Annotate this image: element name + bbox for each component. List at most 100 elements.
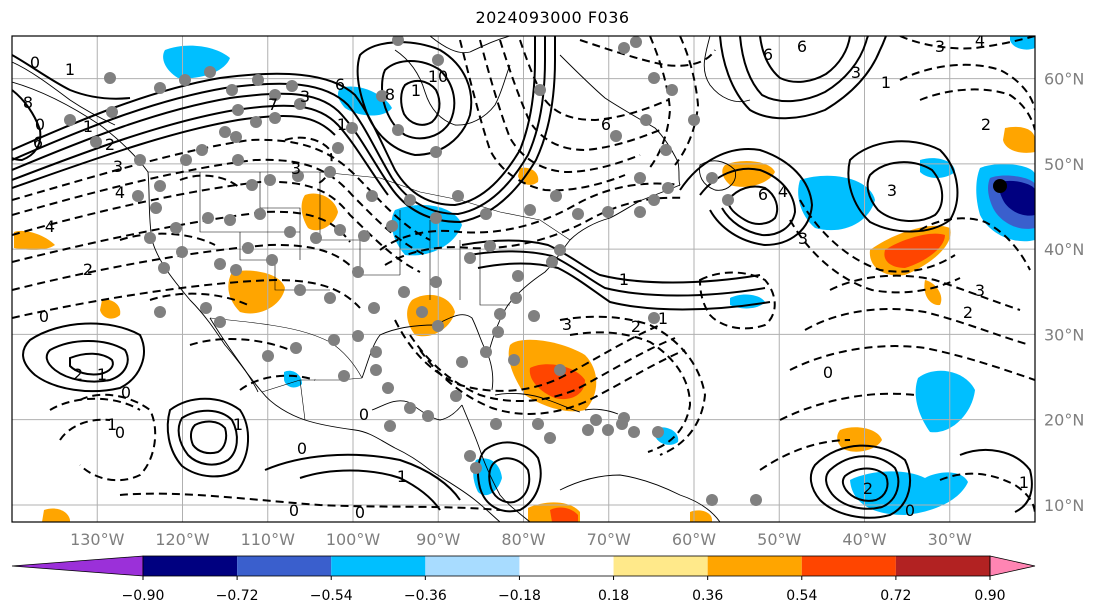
station-dot (464, 450, 476, 462)
station-dot (572, 208, 584, 220)
station-dot (688, 114, 700, 126)
colorbar-segment (519, 556, 614, 576)
contour-label: 4 (778, 182, 788, 201)
station-dot (250, 116, 262, 128)
station-dot (154, 180, 166, 192)
station-dot (430, 146, 442, 158)
station-dot (648, 312, 660, 324)
contour-label: 4 (45, 217, 55, 236)
contour-label: 4 (115, 183, 125, 202)
longitude-label: 40°W (842, 530, 886, 549)
longitude-label: 100°W (326, 530, 381, 549)
station-dot (232, 154, 244, 166)
station-dot (430, 212, 442, 224)
station-dot (332, 142, 344, 154)
station-dot (90, 136, 102, 148)
colorbar-segment (613, 556, 708, 576)
plot-frame (11, 35, 1036, 523)
station-dot (376, 90, 388, 102)
contour-label: 2 (981, 115, 991, 134)
station-dot (630, 36, 642, 48)
station-dot (582, 424, 594, 436)
negative-anomaly-region (163, 45, 230, 79)
contour-label: 1 (619, 270, 629, 289)
station-dot (532, 418, 544, 430)
station-dot (528, 310, 540, 322)
contour-label: 3 (113, 157, 123, 176)
contour-label: 0 (297, 439, 307, 458)
station-dot (652, 426, 664, 438)
station-dot (352, 330, 364, 342)
station-dot (640, 114, 652, 126)
contour-label: 0 (823, 363, 833, 382)
station-dot (470, 462, 482, 474)
station-dot (264, 174, 276, 186)
station-dot (404, 194, 416, 206)
longitude-label: 90°W (416, 530, 460, 549)
station-dot (492, 326, 504, 338)
latitude-label: 50°N (1044, 155, 1084, 174)
arctic-islands-coast (429, 36, 511, 54)
colorbar-tick-label: 0.54 (786, 588, 817, 604)
station-dot (618, 42, 630, 54)
station-dot (196, 144, 208, 156)
graticule (12, 36, 1035, 522)
colorbar-tick-label: −0.72 (216, 588, 259, 604)
station-dot (534, 84, 546, 96)
station-dot (512, 270, 524, 282)
baja-california (209, 317, 259, 393)
labrador-coast (559, 54, 681, 186)
contour-label: 4 (975, 31, 985, 50)
contour-label: 6 (601, 115, 611, 134)
hudson-bay-coast (394, 49, 511, 126)
coastline-layer (12, 36, 751, 522)
contour-label: 0 (905, 501, 915, 520)
station-dot (452, 190, 464, 202)
station-dot (706, 172, 718, 184)
strong-positive-anomaly-region (884, 233, 945, 268)
station-dot (368, 302, 380, 314)
mexico-borders (261, 377, 363, 421)
station-dot (610, 130, 622, 142)
colorbar-tick-label: −0.18 (498, 588, 541, 604)
station-dot (202, 212, 214, 224)
station-dot (214, 258, 226, 270)
station-dot (524, 204, 536, 216)
contour-label: 8 (23, 93, 33, 112)
contour-label: 3 (300, 87, 310, 106)
contour-label: 2 (83, 260, 93, 279)
contour-label: 1 (83, 117, 93, 136)
contour-label: 1 (233, 415, 243, 434)
dashed-contours (12, 36, 1035, 516)
station-dot (616, 418, 628, 430)
positive-anomaly-region (42, 508, 70, 522)
contour-label: 0 (289, 501, 299, 520)
longitude-label: 110°W (241, 530, 296, 549)
station-dot (334, 224, 346, 236)
shaded-anomaly-layer (14, 36, 1035, 522)
negative-anomaly-region (284, 370, 302, 388)
positive-anomaly-region (722, 160, 775, 187)
hispaniola-island (584, 408, 619, 415)
contour-label: 3 (887, 181, 897, 200)
station-dot (366, 190, 378, 202)
positive-anomaly-region (100, 299, 121, 319)
contour-label: 6 (335, 75, 345, 94)
station-dot (546, 256, 558, 268)
station-dot (432, 54, 444, 66)
station-dot (204, 66, 216, 78)
station-dot (134, 154, 146, 166)
station-dot (269, 89, 281, 101)
contour-label: 1 (65, 60, 75, 79)
station-dot (590, 414, 602, 426)
yucatan-coast (371, 400, 463, 421)
station-dot (628, 426, 640, 438)
station-dot (230, 264, 242, 276)
station-dot (634, 172, 646, 184)
station-dot (550, 190, 562, 202)
longitude-label: 70°W (587, 530, 631, 549)
station-dot (602, 206, 614, 218)
station-dot (456, 356, 468, 368)
us-mexico-border (209, 317, 363, 379)
